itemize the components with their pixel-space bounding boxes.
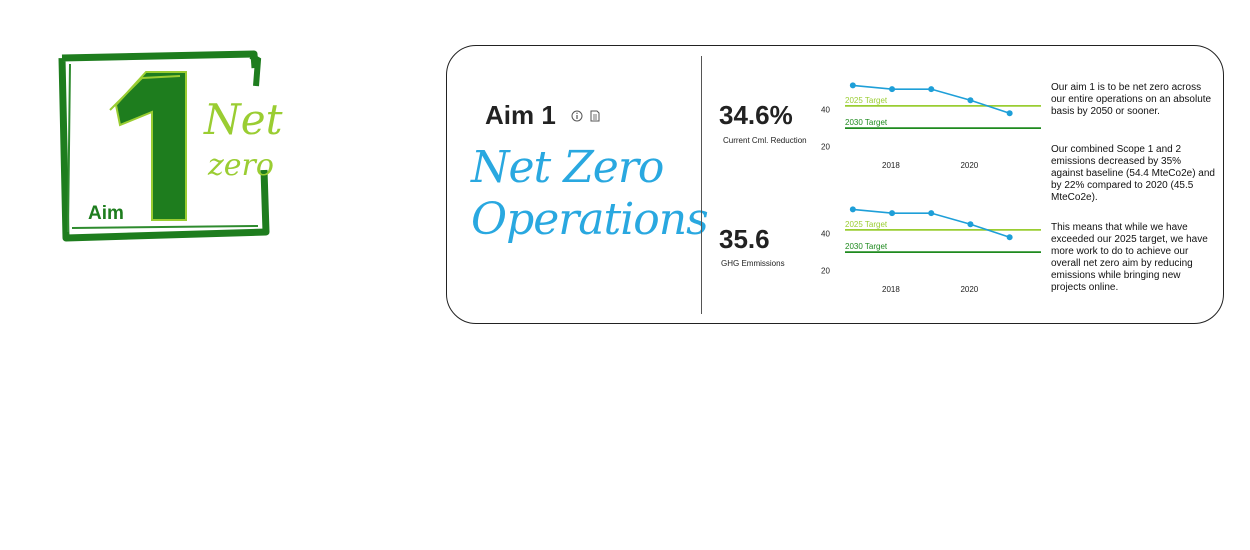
target-label: 2030 Target [845,118,888,127]
reduction-label: Current Cml. Reduction [723,136,807,145]
net-zero-aim-logo: Aim Net zero [58,50,303,245]
y-tick-label: 20 [821,143,830,152]
emissions-value: 35.6 [719,224,770,254]
target-label: 2025 Target [845,96,888,105]
data-point [889,210,896,217]
emissions-chart: 40 20 2018 2020 2025 Target 2030 Target [813,196,1043,296]
emissions-label: GHG Emmissions [721,259,785,268]
data-point [928,210,935,217]
script-title-line1: Net Zero [471,142,664,193]
aim-title-icons [571,110,601,122]
reduction-chart: 40 20 2018 2020 2025 Target 2030 Target [813,72,1043,172]
y-tick-label: 20 [821,267,830,276]
x-tick-label: 2020 [960,285,978,294]
data-point [889,86,896,93]
aim-summary-card: Aim 1 Net Zero Operations 34.6% Current … [446,45,1224,324]
document-icon[interactable] [589,110,601,122]
paragraph-outlook: This means that while we have exceeded o… [1051,222,1208,293]
x-tick-label: 2018 [882,161,900,170]
logo-graphic: Aim Net zero [58,50,283,242]
paragraph-aim: Our aim 1 is to be net zero across our e… [1051,82,1212,117]
data-point [1006,234,1013,241]
vertical-divider [701,56,702,314]
info-icon[interactable] [571,110,583,122]
reduction-value: 34.6% [719,100,793,130]
data-point [849,206,856,213]
x-tick-label: 2020 [960,161,978,170]
target-label: 2030 Target [845,242,888,251]
y-tick-label: 40 [821,230,830,239]
data-point [928,86,935,93]
data-point [849,82,856,89]
aim-title: Aim 1 [485,100,556,130]
logo-aim-text: Aim [88,203,124,224]
script-title: Net Zero Operations [471,142,709,246]
x-tick-label: 2018 [882,285,900,294]
target-label: 2025 Target [845,220,888,229]
data-point [967,97,974,104]
logo-zero-text: zero [207,148,274,183]
script-title-line2: Operations [471,194,709,245]
data-point [967,221,974,228]
paragraph-emissions: Our combined Scope 1 and 2 emissions dec… [1051,144,1215,203]
logo-net-text: Net [203,95,283,144]
data-point [1006,110,1013,117]
y-tick-label: 40 [821,106,830,115]
